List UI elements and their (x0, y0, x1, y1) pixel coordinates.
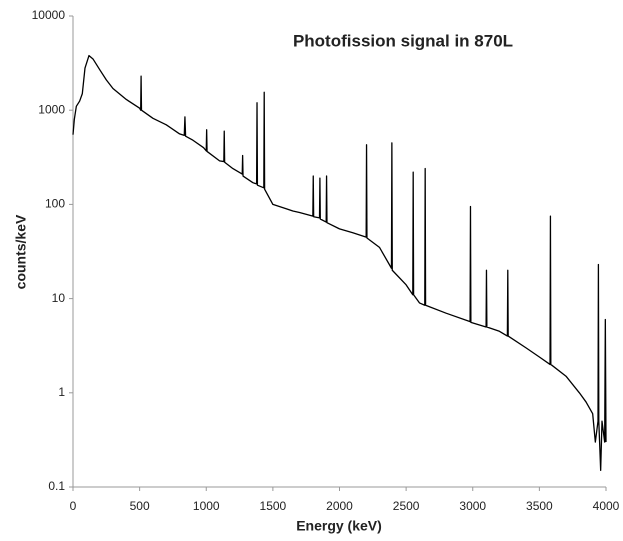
spectrum-line (72, 54, 607, 472)
y-tick-label: 100 (45, 197, 65, 211)
y-tick-label: 0.1 (48, 479, 65, 493)
x-tick-label: 3000 (459, 499, 486, 513)
x-tick-label: 1000 (193, 499, 220, 513)
x-tick-label: 3500 (526, 499, 553, 513)
chart-title: Photofission signal in 870L (293, 31, 513, 50)
x-tick-label: 500 (130, 499, 150, 513)
y-tick-label: 10 (52, 291, 66, 305)
x-tick-label: 2000 (326, 499, 353, 513)
y-axis-label: counts/keV (13, 214, 29, 289)
y-tick-label: 1000 (38, 102, 65, 116)
x-tick-label: 4000 (593, 499, 620, 513)
x-tick-label: 2500 (393, 499, 420, 513)
y-tick-label: 1 (58, 385, 65, 399)
x-tick-label: 0 (70, 499, 77, 513)
x-axis-label: Energy (keV) (296, 518, 382, 534)
y-tick-label: 10000 (32, 8, 66, 22)
x-tick-label: 1500 (260, 499, 287, 513)
